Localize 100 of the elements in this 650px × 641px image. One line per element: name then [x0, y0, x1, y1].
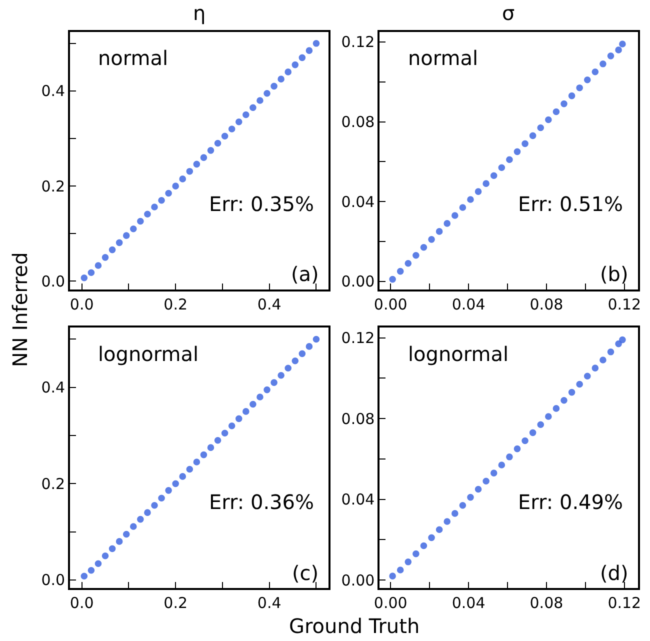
- point: [172, 480, 179, 488]
- point: [498, 462, 506, 468]
- y-tick-label: 0.04: [341, 490, 375, 509]
- point: [284, 68, 292, 76]
- point: [514, 148, 521, 156]
- point: [545, 116, 552, 124]
- point: [200, 451, 208, 458]
- x-tick-label: 0.04: [452, 594, 486, 612]
- point: [498, 164, 506, 172]
- x-tick-label: 0.00: [374, 295, 408, 314]
- point: [474, 188, 482, 195]
- point: [151, 204, 158, 210]
- point: [207, 147, 214, 154]
- annotation: (c): [292, 561, 319, 585]
- point: [576, 380, 583, 388]
- point: [452, 510, 458, 517]
- point: [193, 458, 200, 466]
- point: [420, 542, 428, 550]
- point: [607, 348, 614, 356]
- point: [235, 118, 242, 126]
- point: [306, 343, 313, 350]
- annotation: lognormal: [408, 342, 509, 366]
- point: [137, 218, 144, 225]
- point: [292, 358, 299, 364]
- annotation: (b): [600, 262, 628, 286]
- point: [490, 470, 498, 476]
- point: [436, 228, 443, 235]
- x-tick-label: 0.2: [164, 295, 188, 314]
- annotation: lognormal: [98, 342, 199, 366]
- point: [298, 54, 306, 62]
- point: [116, 239, 123, 246]
- point: [207, 444, 214, 451]
- point: [88, 566, 95, 574]
- x-tick-label: 0.2: [164, 594, 188, 612]
- point: [537, 124, 544, 132]
- point: [165, 487, 172, 494]
- point: [144, 210, 151, 218]
- annotation: Err: 0.35%: [209, 192, 314, 216]
- point: [221, 132, 228, 140]
- point: [186, 466, 194, 473]
- annotation: Err: 0.49%: [518, 490, 624, 514]
- point: [214, 140, 222, 147]
- y-tick-label: 0.00: [341, 272, 375, 291]
- point: [584, 372, 591, 380]
- y-tick-label: 0.2: [41, 474, 66, 493]
- x-tick-label: 0.08: [530, 594, 564, 612]
- point: [428, 534, 435, 542]
- annotation: (a): [291, 262, 319, 286]
- y-tick-label: 0.04: [341, 192, 375, 211]
- point: [619, 40, 626, 48]
- point: [270, 379, 278, 386]
- point: [412, 252, 420, 259]
- point: [221, 430, 228, 437]
- point: [186, 168, 194, 175]
- point: [568, 388, 576, 396]
- point: [467, 196, 474, 203]
- point: [108, 545, 116, 552]
- y-tick-label: 0.00: [341, 571, 375, 590]
- x-tick-label: 0.4: [257, 295, 282, 314]
- annotation: Err: 0.51%: [518, 192, 624, 216]
- point: [102, 254, 109, 261]
- point: [312, 40, 320, 47]
- x-tick-label: 0.08: [530, 295, 564, 314]
- point: [428, 236, 435, 243]
- point: [158, 196, 165, 204]
- point: [130, 523, 137, 530]
- point: [108, 246, 116, 254]
- point: [306, 47, 313, 54]
- point: [284, 364, 292, 372]
- point: [158, 494, 165, 502]
- point: [412, 550, 420, 558]
- point: [545, 413, 552, 420]
- x-axis-title: Ground Truth: [289, 614, 420, 638]
- point: [529, 132, 536, 140]
- x-tick-label: 0.00: [374, 594, 408, 612]
- point: [420, 244, 428, 251]
- point: [514, 445, 521, 452]
- y-tick-label: 0.4: [41, 82, 66, 100]
- point: [452, 212, 458, 219]
- point: [179, 176, 186, 182]
- point: [619, 336, 626, 344]
- point: [607, 52, 614, 60]
- y-tick-label: 0.0: [41, 272, 66, 290]
- point: [151, 502, 158, 509]
- point: [256, 394, 264, 400]
- point: [389, 572, 396, 580]
- point: [264, 386, 270, 394]
- x-tick-label: 0.12: [608, 295, 642, 314]
- point: [278, 76, 284, 82]
- y-tick-label: 0.12: [341, 329, 375, 348]
- y-tick-label: 0.12: [341, 33, 375, 52]
- point: [600, 356, 606, 364]
- point: [396, 566, 404, 574]
- x-tick-label: 0.0: [70, 295, 94, 314]
- point: [270, 82, 278, 90]
- point: [404, 558, 412, 566]
- point: [444, 518, 451, 525]
- point: [80, 572, 88, 580]
- y-tick-label: 0.2: [41, 177, 66, 196]
- point: [278, 372, 284, 379]
